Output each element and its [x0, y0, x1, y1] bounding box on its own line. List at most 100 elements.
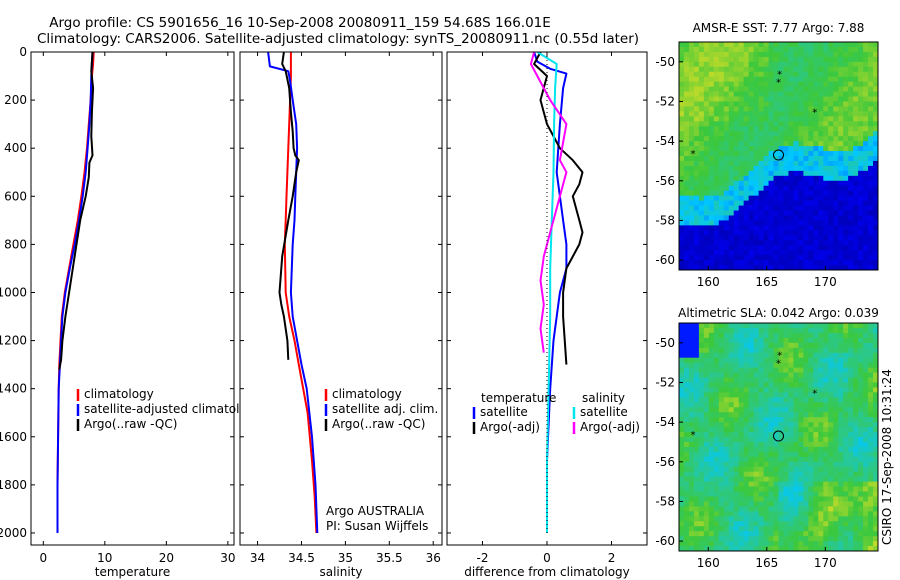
map-cell — [828, 342, 834, 349]
map-cell — [713, 205, 720, 211]
map-cell — [758, 205, 764, 211]
map-cell — [773, 446, 779, 453]
map-cell — [843, 165, 849, 172]
map-cell — [813, 466, 819, 473]
map-cell — [813, 352, 819, 359]
map-cell — [868, 220, 874, 226]
map-cell — [728, 496, 735, 502]
map-cell — [818, 417, 824, 423]
map-cell — [703, 506, 710, 512]
map-cell — [793, 200, 799, 206]
map-cell — [748, 131, 755, 137]
map-cell — [788, 392, 794, 398]
map-cell — [773, 225, 779, 231]
map-cell — [718, 402, 725, 408]
map-cell — [773, 441, 779, 448]
map-cell — [813, 441, 819, 448]
map-cell — [733, 437, 740, 443]
map-cell — [828, 51, 834, 58]
map-cell — [763, 481, 769, 487]
map-cell — [868, 146, 874, 152]
map-cell — [873, 61, 879, 68]
map-cell — [683, 446, 690, 453]
map-cell — [788, 496, 794, 502]
map-cell — [863, 337, 869, 344]
map-cell — [803, 372, 809, 378]
map-cell — [768, 437, 774, 443]
map-cell — [768, 230, 774, 236]
map-cell — [793, 387, 799, 393]
map-cell — [688, 185, 695, 192]
map-cell — [808, 106, 814, 112]
map-cell — [838, 441, 844, 448]
map-cell — [738, 91, 745, 97]
map-cell — [683, 417, 690, 423]
map-cell — [818, 526, 824, 532]
map-cell — [753, 491, 760, 497]
map-cell — [688, 240, 695, 246]
map-cell — [728, 541, 735, 547]
map-cell — [778, 481, 784, 487]
map-cell — [813, 332, 819, 339]
map-cell — [793, 51, 799, 58]
map-cell — [823, 456, 829, 463]
legend-label: satellite — [580, 405, 628, 419]
map-cell — [708, 491, 715, 497]
map-cell — [758, 516, 764, 522]
map-cell — [718, 476, 725, 483]
map-cell — [843, 332, 849, 339]
map-cell — [688, 81, 695, 88]
map-cell — [833, 531, 839, 537]
map-cell — [833, 151, 839, 157]
map-cell — [679, 170, 685, 177]
map-cell — [788, 491, 794, 497]
map-cell — [823, 372, 829, 378]
map-cell — [778, 362, 784, 369]
map-cell — [793, 412, 799, 418]
map-cell — [873, 76, 879, 83]
map-cell — [853, 392, 859, 398]
map-cell — [808, 141, 814, 147]
map-cell — [743, 42, 750, 48]
map-cell — [733, 225, 740, 231]
map-cell — [803, 531, 809, 537]
map-cell — [738, 526, 745, 532]
map-cell — [783, 372, 789, 378]
map-cell — [693, 456, 700, 463]
map-cell — [868, 432, 874, 438]
map-cell — [838, 180, 844, 187]
map-cell — [703, 116, 710, 122]
map-cell — [813, 367, 819, 373]
map-cell — [863, 96, 869, 102]
map-cell — [773, 367, 779, 373]
map-cell — [843, 531, 849, 537]
map-cell — [823, 151, 829, 157]
map-cell — [788, 56, 794, 63]
map-cell — [823, 116, 829, 122]
map-cell — [783, 476, 789, 483]
map-cell — [803, 215, 809, 221]
map-cell — [768, 81, 774, 88]
map-cell — [718, 466, 725, 473]
map-cell — [858, 541, 864, 547]
map-cell — [828, 446, 834, 453]
map-cell — [708, 402, 715, 408]
map-cell — [818, 323, 824, 329]
map-cell — [718, 506, 725, 512]
map-cell — [693, 526, 700, 532]
map-cell — [773, 521, 779, 527]
map-cell — [783, 86, 789, 92]
map-cell — [848, 501, 854, 507]
series-line-argo-raw-qc- — [278, 52, 300, 360]
map-cell — [798, 170, 804, 177]
map-cell — [743, 387, 750, 393]
map-cell — [698, 250, 705, 256]
map-cell — [873, 195, 879, 202]
map-cell — [803, 407, 809, 413]
map-cell — [753, 377, 760, 383]
map-cell — [698, 141, 705, 147]
map-cell — [703, 96, 710, 102]
map-cell — [848, 51, 854, 58]
